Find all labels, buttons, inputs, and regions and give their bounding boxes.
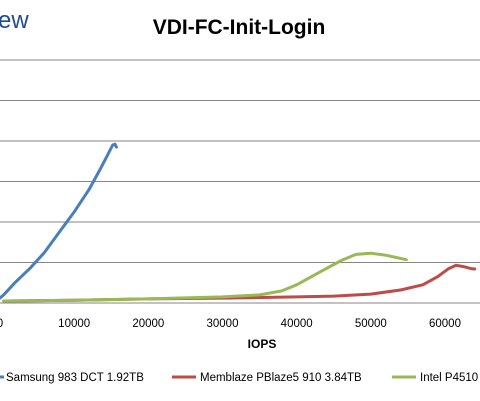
x-axis-label: IOPS bbox=[248, 337, 277, 351]
legend-label-1: Samsung 983 DCT 1.92TB bbox=[6, 372, 144, 384]
x-tick-label: 40000 bbox=[281, 318, 313, 330]
series-lines bbox=[0, 142, 477, 303]
x-tick-label: 20000 bbox=[132, 318, 164, 330]
chart-title: VDI-FC-Init-Login bbox=[153, 16, 326, 39]
x-tick-label: 30000 bbox=[207, 318, 239, 330]
series-line-1 bbox=[0, 142, 118, 300]
x-tick-label: 0 bbox=[0, 318, 3, 330]
legend: Samsung 983 DCT 1.92TB Memblaze PBlaze5 9… bbox=[0, 372, 478, 384]
gridlines bbox=[0, 59, 480, 263]
logo-text: ew bbox=[0, 7, 29, 34]
legend-label-3: Intel P4510 bbox=[420, 372, 478, 384]
x-tick-label: 10000 bbox=[58, 318, 90, 330]
x-tick-label: 50000 bbox=[355, 318, 387, 330]
x-tick-label: 60000 bbox=[429, 318, 461, 330]
series-line-3 bbox=[2, 251, 408, 303]
x-tick-labels: 0 10000 20000 30000 40000 50000 60000 bbox=[0, 318, 461, 330]
legend-label-2: Memblaze PBlaze5 910 3.84TB bbox=[200, 372, 362, 384]
